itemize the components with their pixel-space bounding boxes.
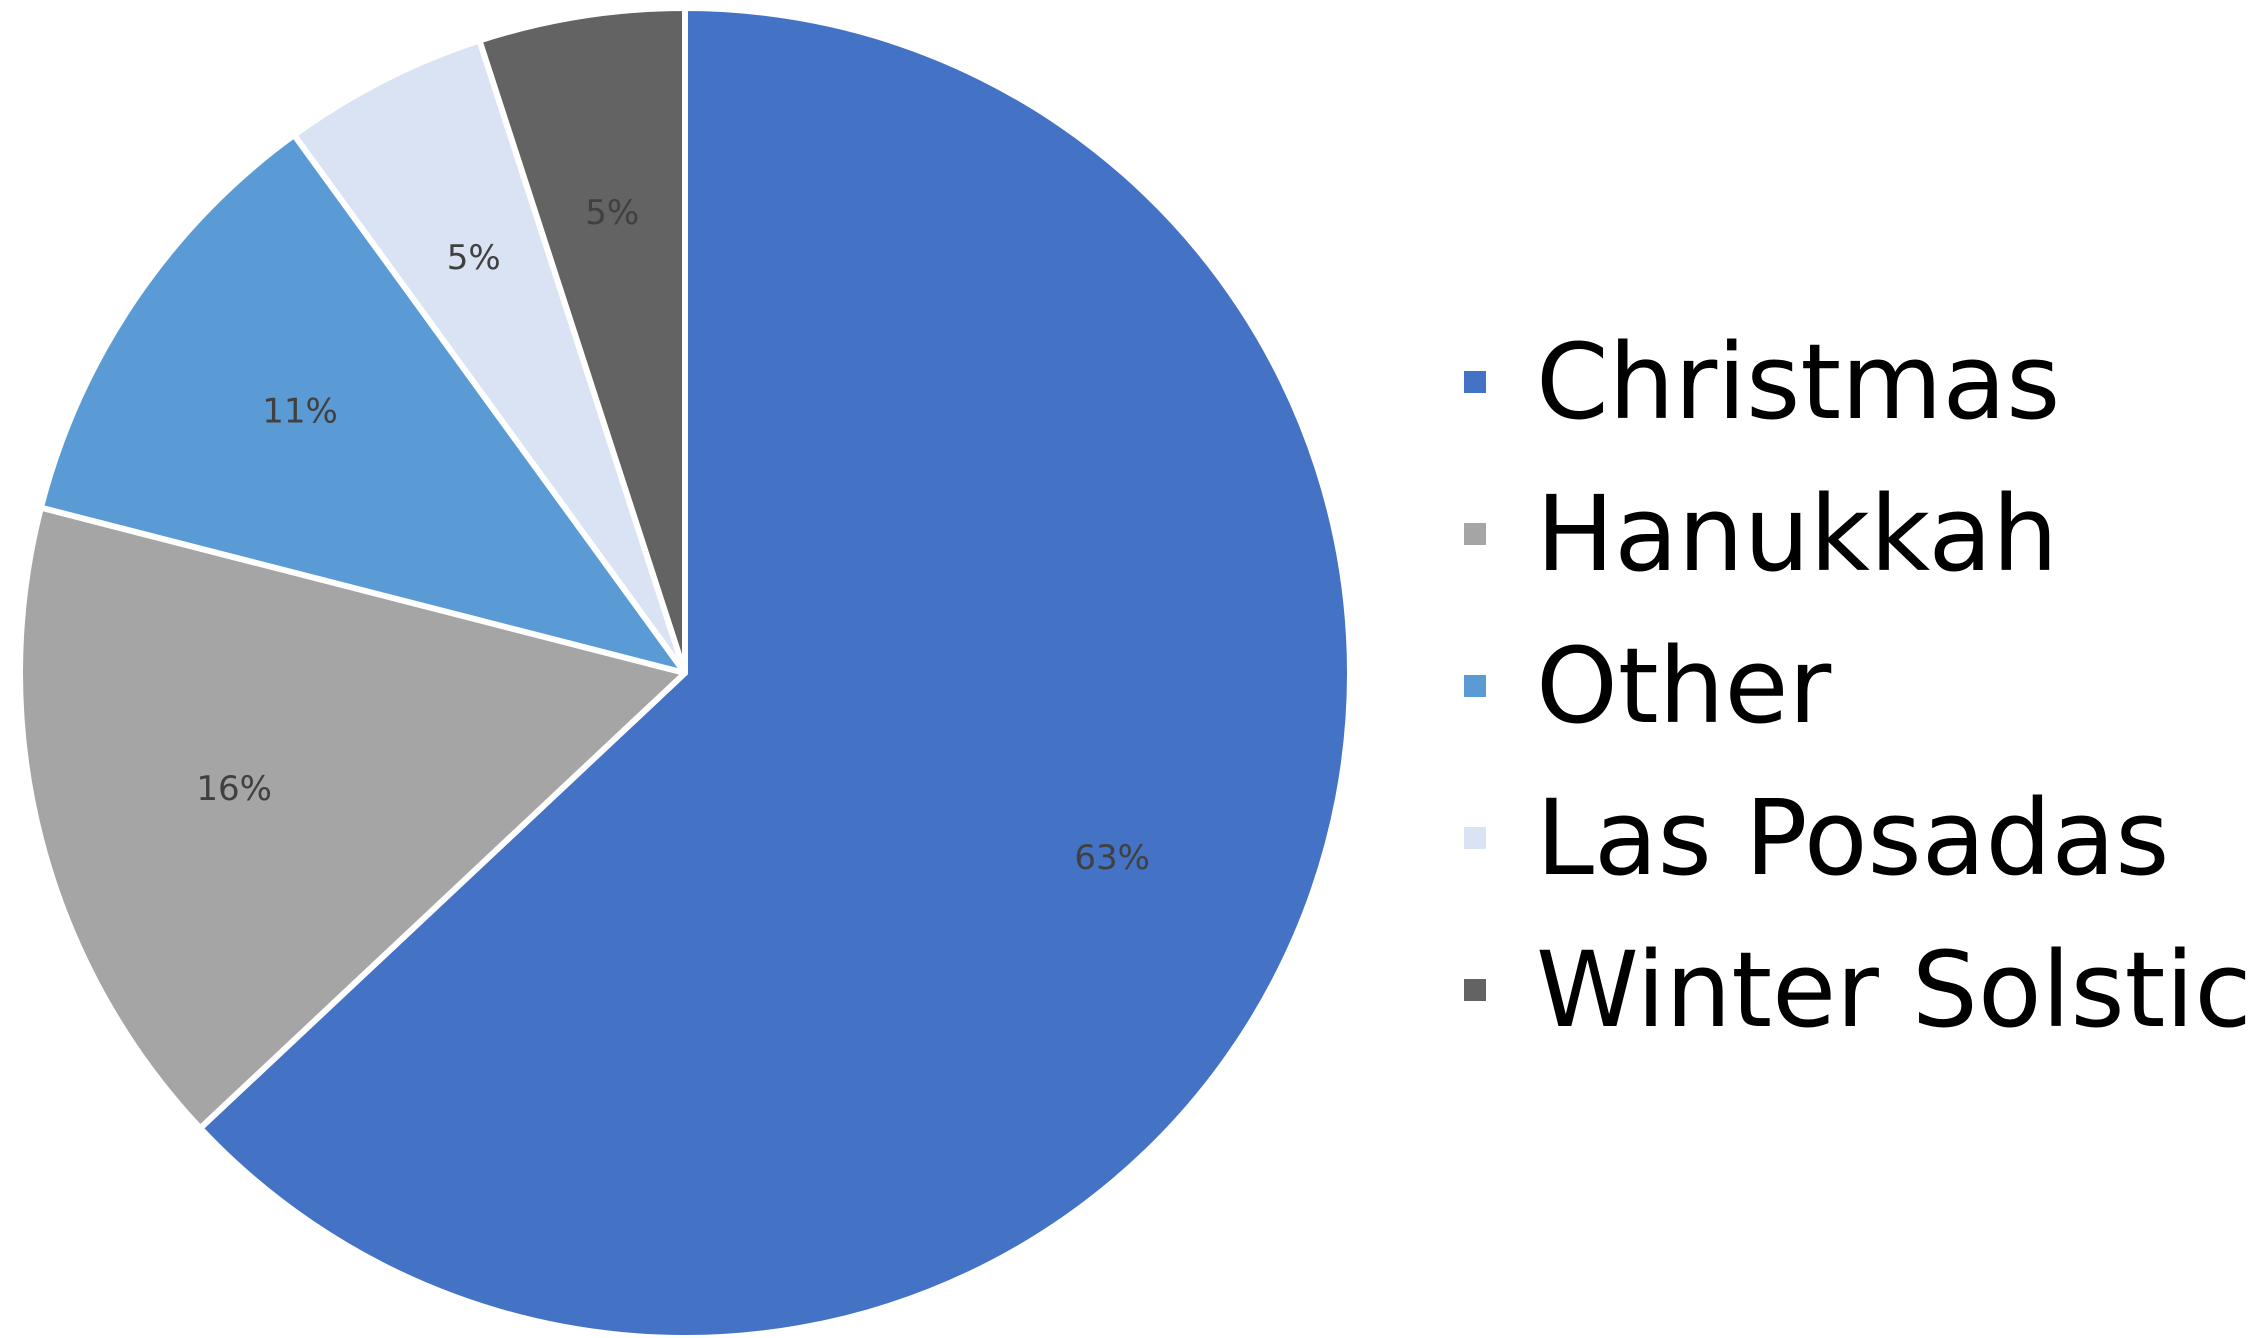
data-label-las-posadas: 5% — [447, 238, 501, 278]
slice-hanukkah — [17, 504, 688, 1132]
legend-swatch-other — [1464, 675, 1486, 697]
legend-label-hanukkah: Hanukkah — [1536, 473, 2058, 595]
legend-swatch-winter-solstice — [1464, 979, 1486, 1001]
slice-las-posadas — [291, 37, 688, 676]
legend-label-winter-solstice: Winter Solstice — [1536, 929, 2248, 1051]
data-label-christmas: 63% — [1074, 838, 1150, 878]
slice-other — [37, 132, 688, 676]
data-label-hanukkah: 16% — [196, 769, 272, 809]
legend-label-christmas: Christmas — [1536, 321, 2060, 443]
slice-christmas — [197, 5, 1353, 1338]
legend-swatch-christmas — [1464, 371, 1486, 393]
data-label-other: 11% — [262, 391, 338, 431]
legend-swatch-hanukkah — [1464, 523, 1486, 545]
legend-swatch-las-posadas — [1464, 827, 1486, 849]
legend: Christmas Hanukkah Other Las Posadas Winter … — [1464, 321, 2248, 1051]
pie-data-labels: 63% 16% 11% 5% 5% — [196, 193, 1150, 878]
pie-slices — [17, 5, 1353, 1338]
data-label-winter-solstice: 5% — [585, 193, 639, 233]
slice-winter-solstice — [476, 5, 688, 676]
legend-label-other: Other — [1536, 625, 1832, 747]
legend-label-las-posadas: Las Posadas — [1536, 777, 2169, 899]
